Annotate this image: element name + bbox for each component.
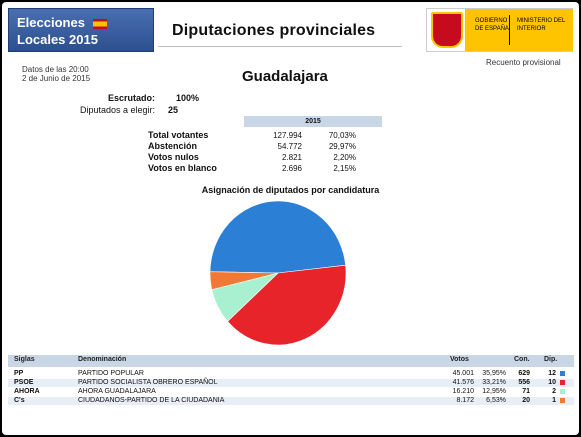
- data-time: Datos de las 20:00: [22, 65, 89, 74]
- summary-label: Votos en blanco: [148, 163, 217, 173]
- party-color-swatch: [560, 389, 565, 394]
- table-row: AHORA AHORA GUADALAJARA 16.210 12,95% 71…: [8, 388, 574, 396]
- pie-slice-psoe[interactable]: [227, 264, 347, 346]
- summary-pct: 29,97%: [328, 142, 356, 151]
- table-row: PSOE PARTIDO SOCIALISTA OBRERO ESPAÑOL 4…: [8, 379, 574, 387]
- col-denominacion: Denominación: [78, 356, 127, 363]
- party-pct: 35,95%: [482, 370, 506, 377]
- government-label: GOBIERNO DE ESPAÑA: [475, 18, 509, 32]
- party-councillors: 20: [522, 397, 530, 404]
- party-color-swatch: [560, 380, 565, 385]
- party-votes: 8.172: [456, 397, 474, 404]
- summary-label: Abstención: [148, 141, 198, 151]
- party-councillors: 629: [518, 370, 530, 377]
- party-color-swatch: [560, 398, 565, 403]
- party-votes: 16.210: [452, 388, 474, 395]
- party-siglas: AHORA: [14, 388, 40, 395]
- pie-slice-pp[interactable]: [209, 200, 346, 274]
- deputies-value: 25: [168, 105, 179, 115]
- summary-abs: 127.994: [273, 131, 302, 140]
- scrutiny-label: Escrutado:: [108, 93, 156, 103]
- summary-pct: 70,03%: [328, 131, 356, 140]
- coat-of-arms-icon: [431, 12, 463, 48]
- summary-abs: 54.772: [277, 142, 302, 151]
- col-siglas: Siglas: [14, 356, 35, 363]
- table-row: C's CIUDADANOS-PARTIDO DE LA CIUDADANIA …: [8, 397, 574, 405]
- recount-status: Recuento provisional: [486, 58, 561, 67]
- government-logo: GOBIERNO DE ESPAÑA MINISTERIO DEL INTERI…: [426, 8, 573, 52]
- table-row: PP PARTIDO POPULAR 45.001 35,95% 629 12: [8, 370, 574, 378]
- results-table-header: Siglas Denominación Votos Con. Dip.: [8, 355, 574, 367]
- summary-abs: 2.696: [281, 164, 302, 173]
- party-votes: 41.576: [452, 379, 474, 386]
- pie-slice-cs[interactable]: [209, 271, 279, 291]
- summary-label: Votos nulos: [148, 152, 199, 162]
- party-pct: 33,21%: [482, 379, 506, 386]
- page-title: Diputaciones provinciales: [172, 22, 376, 39]
- summary-pct: 2,20%: [333, 153, 356, 162]
- seat-pie-chart: [209, 200, 347, 346]
- party-councillors: 71: [522, 388, 530, 395]
- summary-abs: 2.821: [281, 153, 302, 162]
- ministry-divider: [509, 15, 510, 45]
- province-name: Guadalajara: [242, 68, 328, 85]
- party-color-swatch: [560, 371, 565, 376]
- data-date: 2 de Junio de 2015: [22, 74, 91, 83]
- party-siglas: PSOE: [14, 379, 34, 386]
- party-pct: 6,53%: [486, 397, 506, 404]
- deputies-label: Diputados a elegir:: [80, 105, 156, 115]
- chart-title: Asignación de diputados por candidatura: [201, 185, 380, 195]
- party-deputies: 1: [552, 397, 556, 404]
- party-deputies: 10: [548, 379, 556, 386]
- party-siglas: C's: [14, 397, 25, 404]
- scrutiny-value: 100%: [176, 93, 200, 103]
- col-dip: Dip.: [544, 356, 558, 363]
- party-name: AHORA GUADALAJARA: [78, 388, 156, 395]
- party-name: PARTIDO SOCIALISTA OBRERO ESPAÑOL: [78, 379, 218, 386]
- col-votos: Votos: [450, 356, 469, 363]
- ministry-label: MINISTERIO DEL INTERIOR: [517, 18, 566, 32]
- title-divider: [158, 46, 402, 47]
- summary-pct: 2,15%: [333, 164, 356, 173]
- col-con: Con.: [514, 356, 530, 363]
- summary-label: Total votantes: [148, 130, 209, 140]
- party-votes: 45.001: [452, 370, 474, 377]
- party-siglas: PP: [14, 370, 24, 377]
- party-name: PARTIDO POPULAR: [78, 370, 144, 377]
- party-councillors: 556: [518, 379, 530, 386]
- spain-flag-icon: [93, 19, 107, 29]
- ministry-banner: GOBIERNO DE ESPAÑA MINISTERIO DEL INTERI…: [465, 9, 573, 51]
- logo-line-2: Locales 2015: [17, 32, 98, 47]
- party-pct: 12,95%: [482, 388, 506, 395]
- party-name: CIUDADANOS-PARTIDO DE LA CIUDADANIA: [78, 397, 225, 404]
- party-deputies: 12: [548, 370, 556, 377]
- logo-line-1: Elecciones: [17, 15, 85, 30]
- summary-year-header: 2015: [244, 116, 382, 127]
- party-deputies: 2: [552, 388, 556, 395]
- elections-logo[interactable]: Elecciones Locales 2015: [8, 8, 154, 52]
